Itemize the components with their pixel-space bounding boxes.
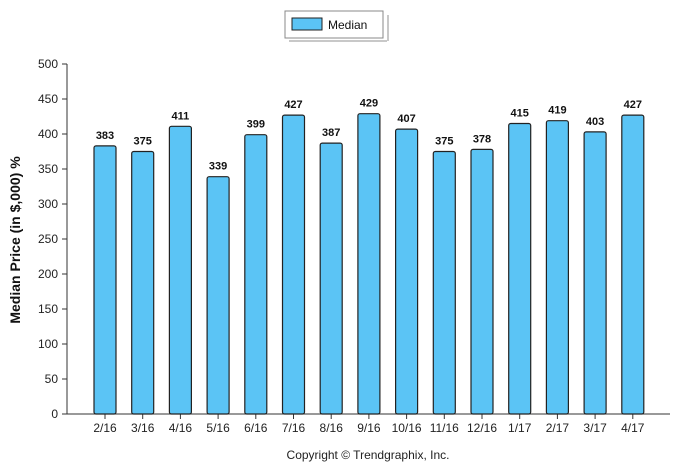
- legend-swatch: [291, 17, 323, 31]
- x-tick-label: 7/16: [282, 421, 306, 435]
- bar-7-16: [281, 114, 306, 415]
- legend-shadow: [387, 15, 389, 41]
- data-label: 427: [284, 99, 302, 111]
- x-tick-label: 2/16: [93, 421, 117, 435]
- bar-2-16: [93, 145, 117, 415]
- y-tick-label: 400: [38, 127, 58, 141]
- data-label: 429: [360, 98, 378, 110]
- y-tick-label: 50: [45, 372, 59, 386]
- y-tick-label: 500: [38, 57, 58, 71]
- data-label: 383: [96, 130, 114, 142]
- data-label: 403: [586, 116, 604, 128]
- data-labels: 383 375 411 339 399 427 387 429 407 375 378 415 419 4…: [96, 98, 642, 173]
- x-tick-label: 11/16: [430, 421, 459, 435]
- bar-8-16: [319, 142, 343, 415]
- data-label: 375: [134, 136, 152, 148]
- bars: [93, 113, 645, 415]
- data-label: 407: [397, 113, 415, 125]
- data-label: 339: [209, 161, 227, 173]
- y-tick-label: 300: [38, 197, 58, 211]
- data-label: 419: [548, 105, 566, 117]
- bar-10-16: [395, 128, 419, 415]
- x-tick-label: 4/17: [621, 421, 645, 435]
- data-label: 375: [435, 136, 453, 148]
- bar-4-17: [621, 114, 645, 415]
- y-tick-label: 150: [38, 302, 58, 316]
- x-tick-label: 9/16: [357, 421, 381, 435]
- x-tick-label: 2/17: [546, 421, 570, 435]
- bar-6-16: [244, 134, 268, 415]
- x-tick-label: 6/16: [244, 421, 268, 435]
- bar-9-16: [357, 113, 381, 415]
- y-axis-label: Median Price (in $,000) %: [7, 156, 23, 324]
- legend: Median: [284, 10, 389, 42]
- x-tick-label: 8/16: [320, 421, 344, 435]
- y-tick-label: 450: [38, 92, 58, 106]
- bar-3-17: [583, 131, 607, 415]
- x-tick-label: 12/16: [467, 421, 497, 435]
- y-tick-label: 350: [38, 162, 58, 176]
- data-label: 427: [624, 99, 642, 111]
- data-label: 415: [511, 108, 529, 120]
- data-label: 399: [247, 119, 265, 131]
- legend-shadow-bottom: [289, 40, 387, 42]
- x-tick-label: 3/17: [583, 421, 607, 435]
- x-tick-label: 3/16: [131, 421, 155, 435]
- y-tick-label: 0: [51, 407, 58, 421]
- bar-11-16: [432, 150, 456, 415]
- bar-5-16: [206, 176, 230, 415]
- y-tick-label: 200: [38, 267, 58, 281]
- data-label: 411: [172, 110, 190, 122]
- legend-label: Median: [328, 18, 367, 32]
- x-tick-label: 5/16: [206, 421, 230, 435]
- y-tick-labels: 0 50 100 150 200 250 300 350 400 450 500: [38, 57, 58, 421]
- data-label: 378: [473, 133, 491, 145]
- y-tick-label: 250: [38, 232, 58, 246]
- x-tick-label: 1/17: [508, 421, 532, 435]
- x-tick-label: 4/16: [169, 421, 193, 435]
- bar-4-16: [168, 125, 192, 415]
- bar-2-17: [545, 120, 570, 415]
- bar-1-17: [508, 122, 532, 415]
- data-label: 387: [322, 127, 340, 139]
- x-tick-labels: 2/16 3/16 4/16 5/16 6/16 7/16 8/16 9/16 10/16 11/…: [93, 421, 644, 435]
- copyright-text: Copyright © Trendgraphix, Inc.: [287, 448, 450, 462]
- y-tick-label: 100: [38, 337, 58, 351]
- bar-12-16: [470, 148, 494, 415]
- bar-3-16: [131, 150, 155, 415]
- x-tick-label: 10/16: [392, 421, 422, 435]
